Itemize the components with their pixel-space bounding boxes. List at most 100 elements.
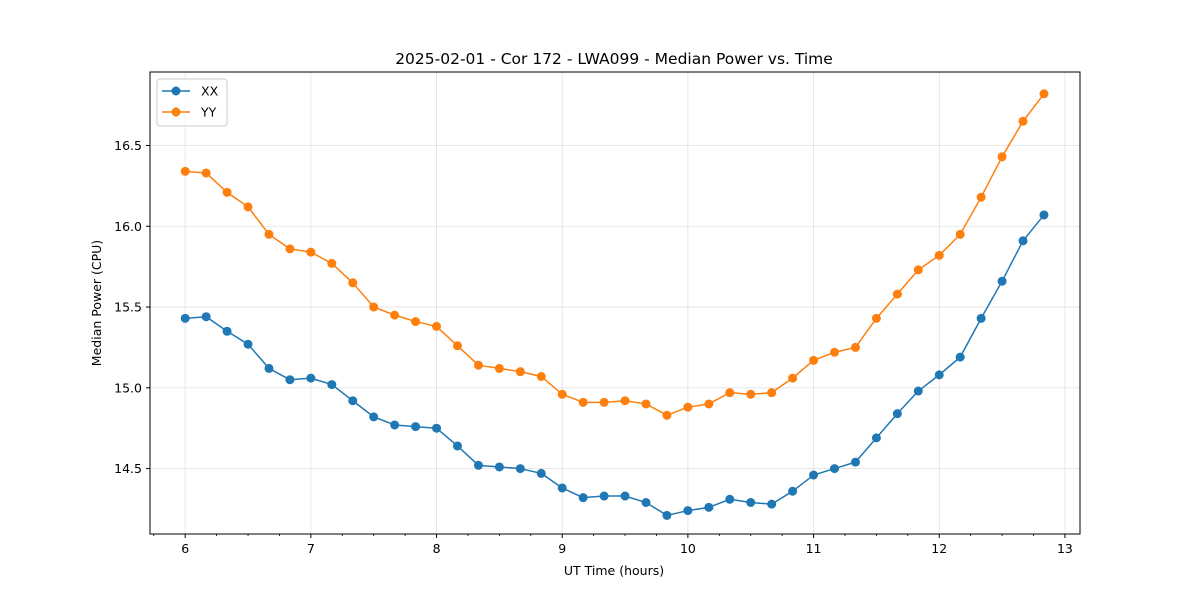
data-point-xx <box>746 498 756 507</box>
x-tick-label: 12 <box>931 541 947 556</box>
legend-yy-label: YY <box>200 105 217 120</box>
data-point-yy <box>892 289 902 299</box>
data-point-yy <box>934 250 944 260</box>
data-point-xx <box>620 491 630 501</box>
data-point-yy <box>452 341 462 351</box>
y-tick-label: 14.5 <box>114 461 142 476</box>
data-point-yy <box>704 399 714 409</box>
legend: XX YY <box>156 78 228 127</box>
data-point-xx <box>704 502 714 512</box>
legend-yy-marker <box>171 107 181 117</box>
x-tick-label: 10 <box>680 541 696 556</box>
data-point-yy <box>222 187 232 197</box>
legend-xx-marker <box>171 86 181 96</box>
data-point-yy <box>620 396 630 406</box>
series-layer <box>180 89 1049 520</box>
data-point-xx <box>515 464 525 474</box>
data-point-yy <box>641 399 651 409</box>
data-point-xx <box>850 457 860 467</box>
data-point-yy <box>578 397 588 407</box>
data-point-xx <box>641 498 651 507</box>
data-point-yy <box>976 192 986 202</box>
data-point-yy <box>327 258 337 268</box>
data-point-yy <box>913 265 923 275</box>
data-point-yy <box>1018 116 1028 126</box>
data-point-yy <box>850 342 860 352</box>
data-point-xx <box>557 483 567 493</box>
data-point-xx <box>222 326 232 336</box>
data-point-yy <box>683 402 693 412</box>
data-point-xx <box>285 375 295 385</box>
data-point-xx <box>536 468 546 478</box>
data-point-xx <box>788 486 798 496</box>
data-point-yy <box>788 373 798 383</box>
data-point-yy <box>369 302 379 312</box>
data-point-yy <box>180 166 190 176</box>
x-tick-label: 9 <box>558 541 566 556</box>
data-point-xx <box>683 506 693 516</box>
x-tick-label: 11 <box>806 541 822 556</box>
y-tick-label: 16.5 <box>114 138 142 153</box>
data-point-yy <box>411 317 421 327</box>
chart-title: 2025-02-01 - Cor 172 - LWA099 - Median P… <box>395 50 833 68</box>
data-point-yy <box>767 388 777 398</box>
data-point-xx <box>411 422 421 432</box>
data-point-yy <box>515 367 525 377</box>
data-point-xx <box>892 409 902 419</box>
data-point-xx <box>955 352 965 362</box>
x-tick-label: 8 <box>433 541 441 556</box>
data-point-xx <box>662 510 672 520</box>
x-tick-label: 6 <box>181 541 189 556</box>
data-point-xx <box>599 491 609 501</box>
data-point-yy <box>725 388 735 398</box>
data-point-yy <box>746 389 756 399</box>
data-point-xx <box>201 312 211 322</box>
data-point-xx <box>243 339 253 349</box>
data-point-xx <box>432 423 442 433</box>
y-tick-label: 16.0 <box>114 219 142 234</box>
data-point-xx <box>369 412 379 422</box>
data-point-yy <box>473 360 483 370</box>
data-point-yy <box>662 410 672 420</box>
data-point-xx <box>976 313 986 323</box>
data-point-xx <box>997 276 1007 286</box>
data-point-yy <box>390 310 400 320</box>
y-axis-label: Median Power (CPU) <box>89 240 104 366</box>
grid <box>150 72 1080 534</box>
data-point-xx <box>180 313 190 323</box>
data-point-xx <box>327 380 337 390</box>
data-point-xx <box>934 370 944 380</box>
data-point-xx <box>1018 236 1028 246</box>
data-point-yy <box>1039 89 1049 99</box>
data-point-yy <box>599 397 609 407</box>
data-point-xx <box>306 373 316 383</box>
y-tick-label: 15.0 <box>114 380 142 395</box>
data-point-yy <box>243 202 253 212</box>
data-point-xx <box>390 420 400 430</box>
data-point-xx <box>264 363 274 373</box>
data-point-yy <box>536 372 546 381</box>
data-point-xx <box>871 433 881 443</box>
data-point-yy <box>997 152 1007 162</box>
data-point-xx <box>473 460 483 470</box>
data-point-xx <box>452 441 462 451</box>
x-axis-label: UT Time (hours) <box>564 563 664 578</box>
data-point-xx <box>578 493 588 503</box>
data-point-xx <box>913 386 923 396</box>
x-tick-label: 7 <box>307 541 315 556</box>
data-point-xx <box>725 494 735 504</box>
legend-xx-label: XX <box>201 84 219 99</box>
data-point-xx <box>348 396 358 406</box>
data-point-yy <box>201 168 211 178</box>
data-point-yy <box>432 321 442 331</box>
data-point-yy <box>809 355 819 365</box>
data-point-yy <box>264 229 274 239</box>
data-point-xx <box>830 464 840 474</box>
data-point-xx <box>494 462 504 472</box>
data-point-yy <box>348 278 358 288</box>
ticks: 6 7 8 9 10 11 12 13 14.5 15.0 15.5 16.0 16.5 <box>114 138 1073 556</box>
x-tick-label: 13 <box>1057 541 1073 556</box>
data-point-yy <box>955 229 965 239</box>
data-point-yy <box>285 244 295 254</box>
